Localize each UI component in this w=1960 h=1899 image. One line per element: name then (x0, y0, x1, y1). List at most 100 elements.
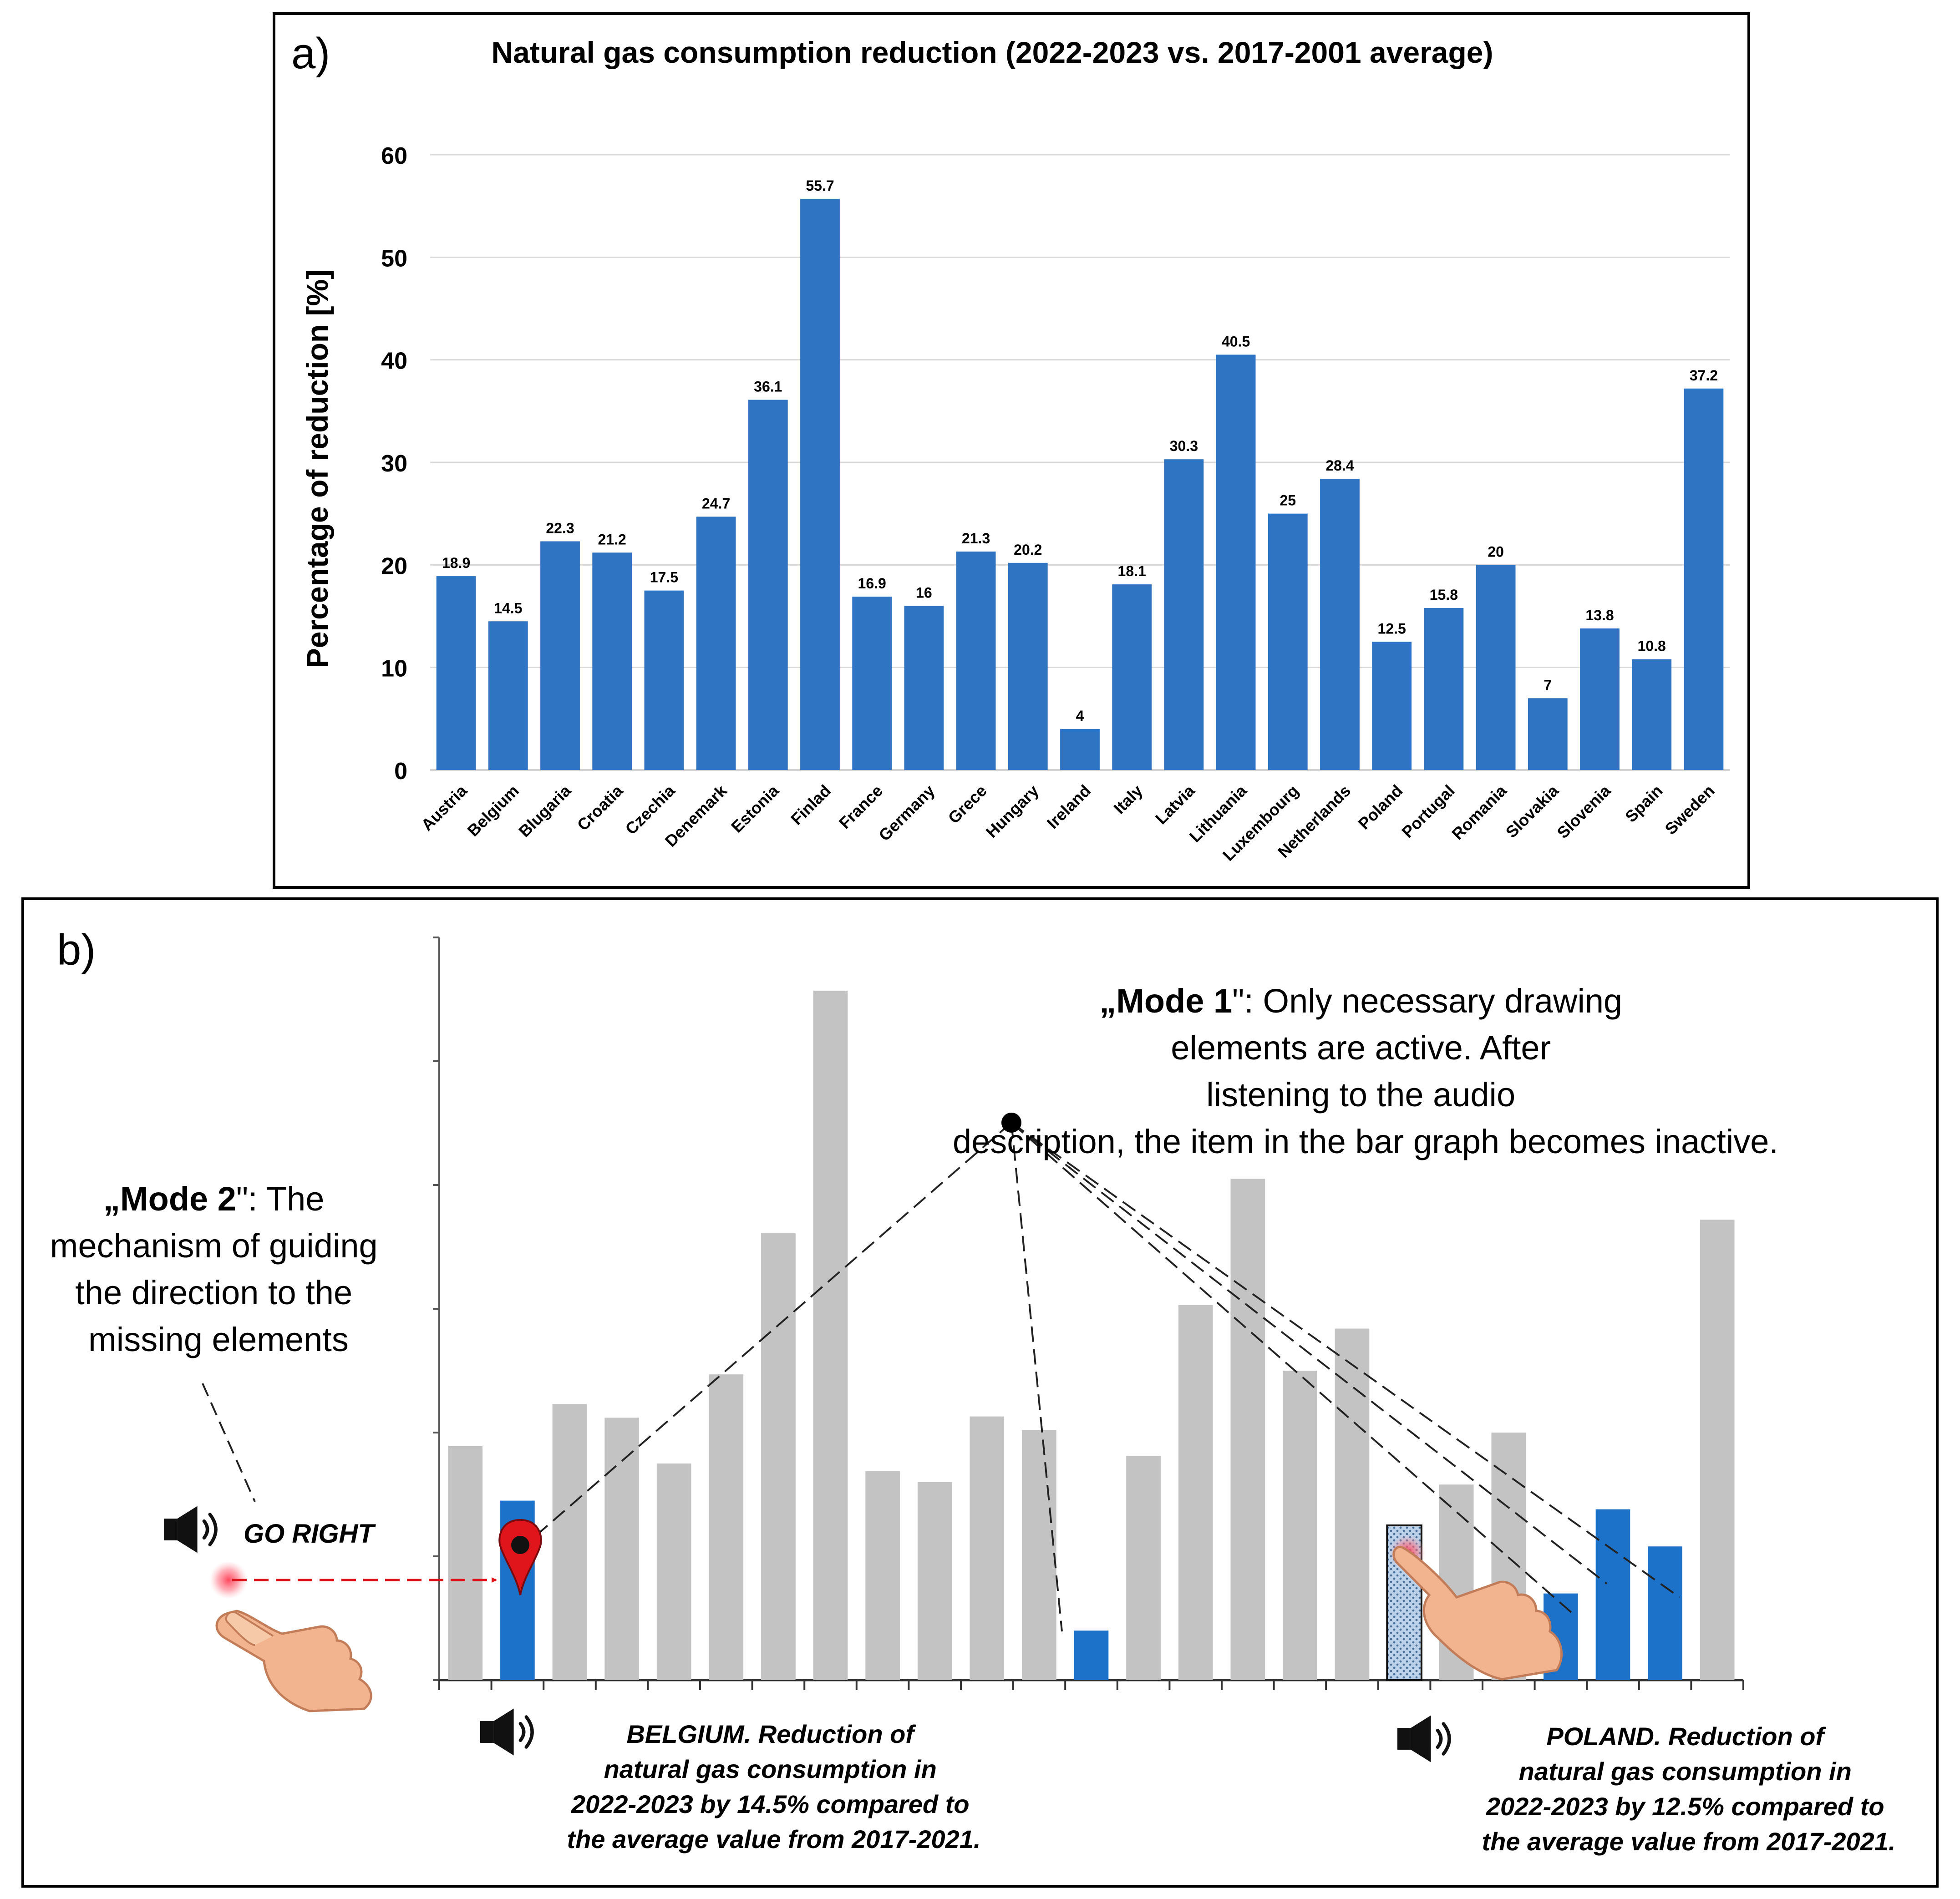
bar-b-germany (917, 1482, 952, 1680)
mode1-line-3: listening to the audio (1206, 1076, 1515, 1114)
bar-b-estonia (761, 1233, 796, 1680)
bar-b-croatia (604, 1418, 639, 1680)
mode1-line-4: description, the item in the bar graph b… (953, 1123, 1778, 1160)
mode2-line-1: ": The (236, 1180, 325, 1218)
bar-estonia (748, 400, 788, 770)
bar-b-grece (970, 1416, 1005, 1680)
mode1-anchor-dot (1001, 1113, 1021, 1133)
bar-grece (956, 552, 996, 770)
value-label: 21.2 (598, 531, 626, 547)
bar-b-blugaria (552, 1404, 587, 1680)
mode2-connector (202, 1383, 256, 1502)
poland-audio-text: POLAND. Reduction of natural gas consump… (1482, 1722, 1896, 1856)
value-label: 30.3 (1170, 438, 1198, 454)
value-label: 10.8 (1638, 638, 1666, 654)
panel-a-label: a) (291, 29, 330, 78)
bar-b-spain[interactable] (1648, 1546, 1682, 1680)
value-label: 16.9 (858, 575, 886, 592)
panel-b-label: b) (57, 926, 96, 974)
bar-croatia (592, 552, 632, 770)
bar-portugal (1424, 608, 1464, 770)
poland-line-1: POLAND. Reduction of (1546, 1722, 1826, 1751)
value-label: 14.5 (494, 600, 522, 616)
bar-belgium (488, 621, 528, 770)
chart-a-bars (436, 198, 1724, 770)
bar-poland (1372, 642, 1412, 770)
belgium-line-3: 2022-2023 by 14.5% compared to (571, 1790, 970, 1818)
chart-a-y-axis-label: Percentage of reduction [%] (300, 269, 334, 668)
poland-line-4: the average value from 2017-2021. (1482, 1827, 1896, 1856)
bar-france (852, 597, 892, 770)
chart-b-bars (448, 990, 1735, 1681)
value-label: 55.7 (806, 177, 834, 194)
bar-b-lithuania (1230, 1179, 1265, 1680)
chart-a-y-ticks: 0 10 20 30 40 50 60 (381, 143, 407, 785)
value-label: 20.2 (1014, 542, 1042, 558)
bar-denemark (696, 517, 736, 770)
connector-to-slovenia (1010, 1122, 1608, 1585)
go-right-label: GO RIGHT (244, 1519, 376, 1549)
connector-to-belgium (522, 1122, 1012, 1548)
bar-b-hungary (1022, 1430, 1056, 1680)
bar-germany (904, 606, 944, 770)
bar-slovakia (1528, 698, 1568, 770)
mode2-text: „Mode 2": The mechanism of guiding the d… (50, 1180, 387, 1358)
bar-hungary (1008, 562, 1048, 770)
mode1-line-2: elements are active. After (1171, 1029, 1551, 1067)
belgium-audio-text: BELGIUM. Reduction of natural gas consum… (567, 1720, 981, 1853)
poland-line-3: 2022-2023 by 12.5% compared to (1486, 1792, 1884, 1821)
bar-b-denemark (709, 1374, 744, 1680)
chart-a-value-labels: 18.9 14.5 22.3 21.2 17.5 24.7 36.1 55.7 16.9 16 21… (442, 177, 1718, 724)
mode1-title: „Mode 1 (1099, 982, 1232, 1020)
mode2-line-3: the direction to the (75, 1274, 352, 1312)
bar-italy (1112, 584, 1152, 770)
value-label: 4 (1076, 708, 1084, 724)
bar-czechia (644, 590, 684, 770)
value-label: 16 (916, 584, 932, 601)
belgium-line-4: the average value from 2017-2021. (567, 1825, 981, 1853)
hand-touch-icon (1392, 1545, 1563, 1681)
value-label: 36.1 (754, 379, 782, 395)
mode1-line-1: ": Only necessary drawing (1232, 982, 1622, 1020)
value-label: 40.5 (1222, 333, 1250, 349)
chart-b-y-ticks (433, 937, 439, 1681)
bar-b-ireland[interactable] (1074, 1631, 1109, 1680)
belgium-line-1: BELGIUM. Reduction of (626, 1720, 916, 1748)
bar-b-austria (448, 1446, 483, 1680)
bar-b-slovenia[interactable] (1595, 1509, 1630, 1680)
bar-slovenia (1580, 628, 1620, 770)
value-label: 20 (1488, 543, 1504, 560)
bar-b-sweden (1700, 1220, 1735, 1680)
chart-b-x-ticks (438, 1680, 1744, 1690)
connector-to-spain (1010, 1122, 1681, 1598)
value-label: 22.3 (546, 520, 574, 537)
value-label: 18.1 (1118, 563, 1146, 579)
bar-blugaria (540, 541, 580, 770)
value-label: 7 (1544, 677, 1552, 693)
poland-line-2: natural gas consumption in (1519, 1757, 1852, 1786)
bar-spain (1632, 659, 1672, 770)
y-tick-label: 60 (381, 143, 407, 169)
value-label: 28.4 (1325, 457, 1354, 474)
bar-austria (436, 576, 476, 770)
bar-luxembourg (1268, 513, 1308, 770)
value-label: 18.9 (442, 555, 470, 571)
mode1-connector-lines (522, 1122, 1681, 1632)
value-label: 17.5 (650, 569, 678, 586)
connector-to-slovakia (1010, 1122, 1576, 1616)
hand-pointer-icon (215, 1610, 372, 1712)
mode2-line-4: missing elements (88, 1321, 349, 1358)
bar-b-czechia (656, 1463, 691, 1680)
value-label: 21.3 (962, 530, 990, 547)
panel-b-frame (21, 897, 1939, 1888)
mode2-line-2: mechanism of guiding (50, 1227, 378, 1265)
bar-lithuania (1216, 354, 1256, 770)
value-label: 12.5 (1378, 620, 1406, 637)
y-tick-label: 40 (381, 348, 407, 375)
bar-romania (1476, 565, 1516, 770)
bar-latvia (1164, 459, 1204, 770)
bar-b-france (865, 1471, 900, 1680)
y-tick-label: 0 (394, 758, 407, 785)
bar-b-latvia (1178, 1305, 1213, 1680)
